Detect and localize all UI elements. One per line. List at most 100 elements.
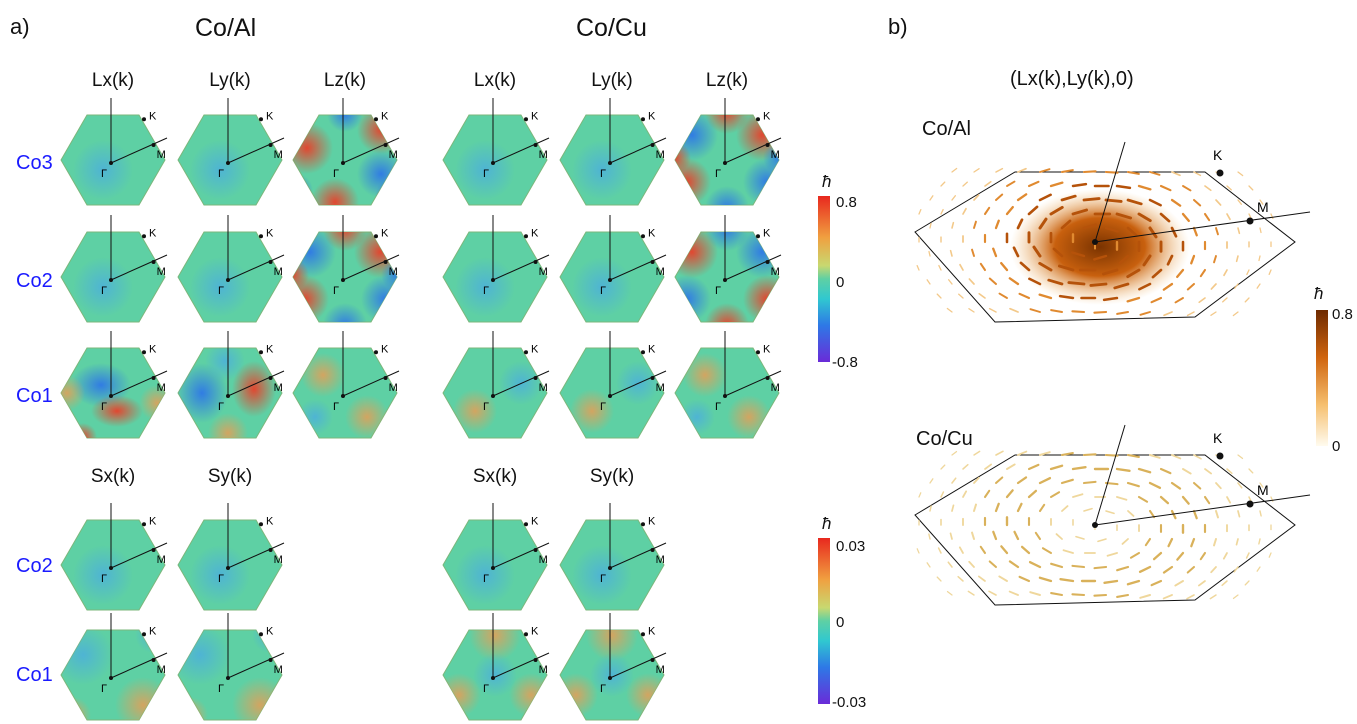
gamma-point-label: Γ [218, 285, 224, 297]
gamma-point-label: Γ [101, 573, 107, 585]
gamma-point-label: Γ [333, 285, 339, 297]
k-point-label: K [149, 343, 157, 355]
gamma-point-label: Γ [600, 168, 606, 180]
k-point-label: K [266, 515, 274, 527]
m-point-label: M [157, 266, 166, 278]
m-point-label: M [539, 266, 548, 278]
m-point-label: M [274, 554, 283, 566]
header-lx-al: Lx(k) [91, 70, 135, 91]
m-point-label: M [157, 664, 166, 676]
bz-map-cu-ly-co3: Γ K M [559, 98, 667, 206]
colorbar-bottom [818, 538, 830, 704]
row-label-co3: Co3 [16, 152, 53, 174]
gamma-point-label: Γ [483, 401, 489, 413]
gamma-point-label: Γ [483, 573, 489, 585]
bz-map-al-ly-co3: Γ K M [177, 98, 285, 206]
header-lx-cu: Lx(k) [473, 70, 517, 91]
m-point-label-3d: M [1257, 482, 1269, 498]
m-point-label: M [539, 149, 548, 161]
bz-map-al-lz-co2: Γ K M [292, 215, 400, 323]
header-lz-al: Lz(k) [323, 70, 367, 91]
header-ly-al: Ly(k) [209, 70, 251, 91]
colorbar-b [1316, 310, 1328, 446]
gamma-point-label: Γ [101, 683, 107, 695]
k-point-label: K [266, 625, 274, 637]
m-point-label: M [771, 266, 780, 278]
k-point-label: K [763, 227, 771, 239]
vector-field-co-al: KM [914, 141, 1311, 323]
k-point-label: K [531, 227, 539, 239]
bz-map-al-sx-co2: Γ K M [60, 503, 168, 611]
k-point-label: K [763, 110, 771, 122]
m-point-label: M [539, 382, 548, 394]
k-point-label: K [648, 343, 656, 355]
m-point-label: M [539, 664, 548, 676]
colorbar-top [818, 196, 830, 362]
colorbar-b-max: 0.8 [1332, 306, 1353, 323]
k-point-label: K [531, 343, 539, 355]
colorbar-b-min: 0 [1332, 438, 1341, 455]
k-point-label: K [149, 515, 157, 527]
vector-field-co-cu: KM [914, 424, 1311, 606]
gamma-point-label: Γ [600, 573, 606, 585]
header-sx-cu: Sx(k) [472, 466, 518, 487]
bz-map-cu-lz-co1: Γ K M [674, 331, 782, 439]
k-point-label: K [531, 515, 539, 527]
colorbar-b-unit: ħ [1314, 284, 1324, 303]
k-point-label: K [531, 110, 539, 122]
bz-map-cu-lx-co1: Γ K M [442, 331, 550, 439]
group-title-co-al: Co/Al [195, 14, 257, 42]
m-point-label-3d: M [1257, 199, 1269, 215]
header-sy-cu: Sy(k) [589, 466, 635, 487]
m-point-label: M [157, 554, 166, 566]
colorbar-bottom-min: -0.03 [832, 694, 867, 711]
m-point-label: M [157, 382, 166, 394]
k-point-label-3d: K [1213, 430, 1223, 446]
row-label-co2: Co2 [16, 270, 53, 292]
bz-map-al-sx-co1: Γ K M [60, 613, 168, 721]
bz-map-cu-sy-co2: Γ K M [559, 503, 667, 611]
k-point-label: K [648, 625, 656, 637]
m-point-label: M [656, 266, 665, 278]
bz-map-al-sy-co1: Γ K M [177, 613, 285, 721]
k-point-label: K [149, 227, 157, 239]
bz-map-cu-lx-co3: Γ K M [442, 98, 550, 206]
colorbar-bottom-max: 0.03 [836, 538, 866, 555]
colorbar-bottom-unit: ħ [822, 514, 832, 533]
header-ly-cu: Ly(k) [591, 70, 633, 91]
header-sx-al: Sx(k) [90, 466, 136, 487]
bz-map-cu-sy-co1: Γ K M [559, 613, 667, 721]
bz-map-cu-ly-co1: Γ K M [559, 331, 667, 439]
k-point-label: K [531, 625, 539, 637]
gamma-point-label: Γ [715, 168, 721, 180]
gamma-point-label: Γ [218, 683, 224, 695]
row-label-spin-co1: Co1 [16, 664, 53, 686]
gamma-point-label: Γ [600, 285, 606, 297]
k-point-label: K [266, 227, 274, 239]
gamma-point-label: Γ [600, 401, 606, 413]
gamma-point-label: Γ [483, 285, 489, 297]
k-point-label: K [648, 227, 656, 239]
bz-map-al-sy-co2: Γ K M [177, 503, 285, 611]
m-point-label: M [389, 382, 398, 394]
bz-map-cu-sx-co2: Γ K M [442, 503, 550, 611]
k-point-label: K [763, 343, 771, 355]
colorbar-top-min: -0.8 [832, 354, 858, 371]
m-point-label: M [656, 664, 665, 676]
row-label-spin-co2: Co2 [16, 555, 53, 577]
gamma-point-label: Γ [218, 573, 224, 585]
panel-b-label: b) [888, 14, 908, 39]
gamma-point-label: Γ [483, 168, 489, 180]
m-point-label: M [771, 149, 780, 161]
gamma-point-label: Γ [333, 401, 339, 413]
header-sy-al: Sy(k) [207, 466, 253, 487]
k-point-label: K [266, 343, 274, 355]
k-point-label: K [149, 625, 157, 637]
bz-map-grid: Γ K M Γ K M Γ K M Γ K M Γ K M Γ K M Γ K M Γ K M Γ K M Γ K M Γ K M Γ K M Γ K M Γ… [60, 98, 782, 721]
k-point-label: K [381, 343, 389, 355]
gamma-point-label: Γ [218, 168, 224, 180]
m-point-label: M [274, 664, 283, 676]
k-point-label: K [266, 110, 274, 122]
gamma-point-label: Γ [218, 401, 224, 413]
